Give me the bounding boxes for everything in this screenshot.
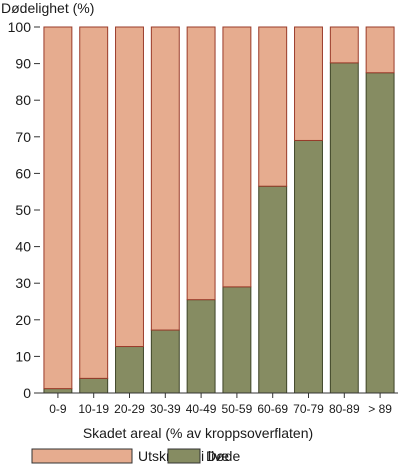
x-tick-label: 80-89 (329, 402, 360, 416)
x-tick-label: > 89 (368, 402, 392, 416)
x-tick-label: 70-79 (293, 402, 324, 416)
bar-utskrevet-1 (79, 26, 109, 379)
y-axis-ticks: 0 10 20 30 40 50 60 70 80 90 100 (8, 19, 40, 401)
bar-utskrevet-3 (150, 26, 180, 331)
legend-swatch-1 (167, 448, 201, 464)
bar-dode-7 (294, 139, 323, 394)
bar-utskrevet-9 (365, 26, 395, 74)
bar-dode-5 (222, 286, 252, 394)
y-tick-label: 80 (15, 92, 31, 108)
bar-utskrevet-7 (294, 26, 323, 141)
x-tick-label: 40-49 (186, 402, 217, 416)
bar-dode-4 (186, 299, 216, 394)
bar-dode-3 (150, 329, 180, 394)
x-tick-label: 20-29 (114, 402, 145, 416)
bar-dode-2 (115, 346, 144, 394)
y-tick-label: 70 (15, 129, 31, 145)
bar-dode-6 (258, 185, 288, 394)
y-tick-label: 20 (15, 312, 31, 328)
bar-dode-0 (43, 388, 73, 394)
bar-dode-9 (365, 72, 395, 394)
x-tick-label: 0-9 (49, 402, 67, 416)
bar-utskrevet-8 (329, 26, 359, 64)
bar-dode-1 (79, 377, 109, 394)
bar-utskrevet-2 (115, 26, 144, 348)
y-axis-label: Dødelighet (%) (1, 0, 94, 16)
y-tick-label: 60 (15, 165, 31, 181)
bar-utskrevet-5 (222, 26, 252, 288)
x-tick-label: 50-59 (222, 402, 253, 416)
legend-label-1: Døde (206, 448, 240, 464)
x-tick-label: 60-69 (257, 402, 288, 416)
y-tick-label: 40 (15, 239, 31, 255)
x-tick-label: 30-39 (150, 402, 181, 416)
legend-swatch-0 (31, 448, 133, 464)
x-axis-ticks: 0-9 10-19 20-29 30-39 40-49 50-59 60-69 70-79 80… (49, 393, 392, 416)
bar-utskrevet-4 (186, 26, 216, 301)
x-tick-label: 10-19 (78, 402, 109, 416)
bar-dode-8 (329, 62, 359, 394)
y-tick-label: 50 (15, 202, 31, 218)
bar-utskrevet-0 (43, 26, 73, 390)
y-tick-label: 100 (8, 19, 32, 35)
y-tick-label: 0 (23, 385, 31, 401)
bars (43, 26, 395, 394)
y-tick-label: 10 (15, 348, 31, 364)
bar-utskrevet-6 (258, 26, 288, 187)
y-tick-label: 90 (15, 56, 31, 72)
y-tick-label: 30 (15, 275, 31, 291)
x-axis-label: Skadet areal (% av kroppsoverflaten) (83, 425, 313, 441)
